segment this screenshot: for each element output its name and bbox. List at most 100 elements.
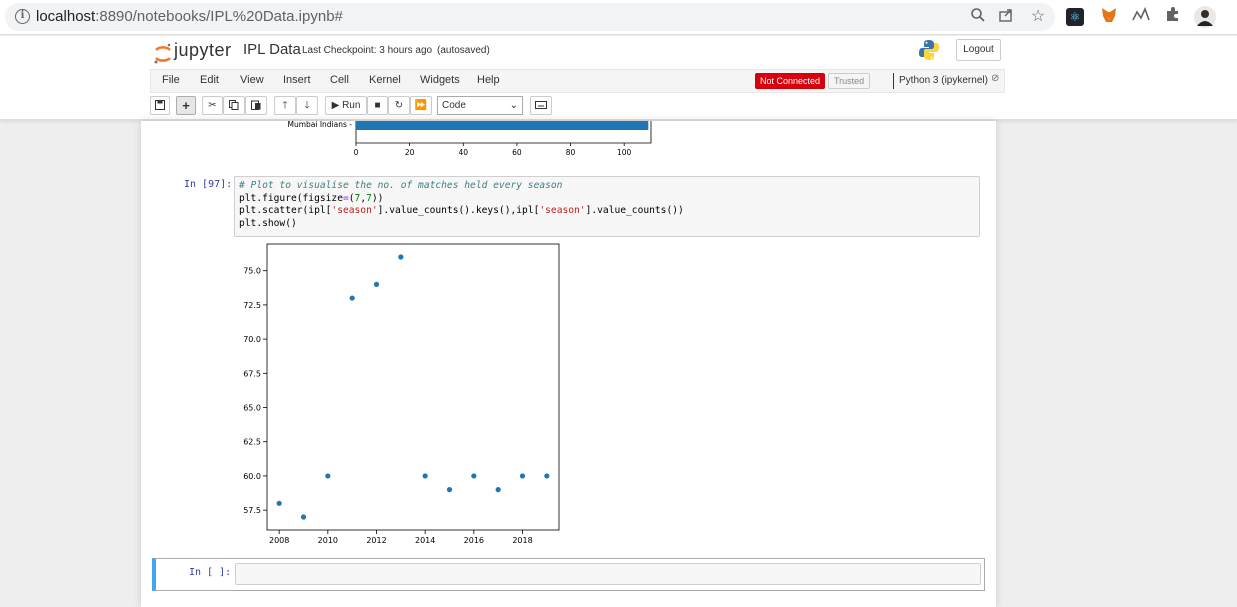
menu-edit[interactable]: Edit: [200, 74, 219, 86]
code-cell-input[interactable]: # Plot to visualise the no. of matches h…: [234, 176, 980, 237]
cell-type-value: Code: [442, 100, 466, 111]
run-label: Run: [342, 100, 361, 111]
cell-type-select[interactable]: Code ⌄: [437, 96, 523, 115]
play-icon: ▶: [331, 100, 340, 111]
autosave-status: (autosaved): [437, 45, 490, 56]
y-tick-label: 60.0: [243, 472, 261, 481]
x-tick-label: 2016: [464, 536, 484, 545]
plot-area: [266, 243, 560, 531]
notebook-container[interactable]: Mumbai Indians - 0 20 40 60 80 100 In [97]: # …: [141, 121, 996, 607]
interrupt-button[interactable]: ■: [367, 96, 388, 115]
scatter-point: [325, 473, 331, 479]
arrow-down-icon: 🡓: [304, 100, 310, 111]
command-palette-button[interactable]: [530, 96, 552, 115]
cut-button[interactable]: ✂: [202, 96, 223, 115]
y-tick-label: 65.0: [243, 404, 261, 413]
prev-chart-category-label: Mumbai Indians -: [287, 121, 352, 129]
browser-toolbar: i localhost:8890/notebooks/IPL%20Data.ip…: [0, 0, 1237, 35]
menu-cell[interactable]: Cell: [330, 74, 349, 86]
y-tick-label: 72.5: [243, 301, 261, 310]
jupyter-logo[interactable]: [153, 41, 173, 67]
cell-prompt: In [97]:: [184, 179, 233, 190]
notebook-name[interactable]: IPL Data: [243, 41, 301, 58]
kernel-disconnected-icon: ⊘: [991, 73, 1000, 84]
menu-file[interactable]: File: [162, 74, 180, 86]
site-info-icon[interactable]: i: [15, 9, 30, 24]
jupyter-header: jupyter IPL Data Last Checkpoint: 3 hour…: [0, 36, 1237, 120]
empty-cell[interactable]: In [ ]:: [152, 558, 985, 591]
x-tick-label: 2008: [269, 536, 289, 545]
logout-button[interactable]: Logout: [956, 39, 1001, 61]
menu-bar: File Edit View Insert Cell Kernel Widget…: [150, 69, 1005, 93]
y-tick-label: 62.5: [243, 438, 261, 447]
scatter-point: [471, 473, 477, 479]
scatter-point: [495, 487, 501, 493]
address-bar[interactable]: i localhost:8890/notebooks/IPL%20Data.ip…: [5, 3, 1055, 31]
prev-chart-x-tick-label: 20: [405, 148, 415, 157]
x-tick-label: 2012: [366, 536, 386, 545]
paste-icon: [251, 100, 261, 110]
connection-status-badge[interactable]: Not Connected: [755, 73, 826, 89]
keyboard-icon: [535, 101, 547, 109]
scatter-point: [519, 473, 526, 479]
empty-cell-prompt: In [ ]:: [189, 567, 232, 578]
prev-chart-x-tick-label: 80: [566, 148, 576, 157]
stop-icon: ■: [374, 100, 381, 111]
copy-icon: [229, 100, 239, 110]
restart-button[interactable]: ↻: [388, 96, 410, 115]
share-icon[interactable]: [996, 7, 1016, 27]
code-line-show: plt.show(): [239, 217, 297, 229]
move-up-button[interactable]: 🡑: [274, 96, 296, 115]
menu-view[interactable]: View: [240, 74, 264, 86]
fast-forward-icon: ⏩: [414, 100, 428, 111]
restart-icon: ↻: [394, 100, 404, 111]
code-line-figure: plt.figure(figsize=(7,7)): [239, 192, 384, 204]
menu-kernel[interactable]: Kernel: [369, 74, 401, 86]
prev-chart-x-tick-label: 60: [512, 148, 522, 157]
kernel-name: Python 3 (ipykernel): [893, 73, 988, 89]
extensions-puzzle-icon[interactable]: [1162, 6, 1184, 28]
insert-cell-button[interactable]: +: [176, 96, 196, 115]
profile-avatar[interactable]: [1194, 6, 1216, 28]
copy-button[interactable]: [223, 96, 245, 115]
move-down-button[interactable]: 🡓: [296, 96, 318, 115]
prev-chart-bar: [356, 121, 649, 130]
url-text[interactable]: localhost:8890/notebooks/IPL%20Data.ipyn…: [36, 8, 343, 25]
x-tick-label: 2010: [318, 536, 338, 545]
python-logo-icon: [918, 39, 940, 66]
chevron-down-icon: ⌄: [509, 100, 518, 111]
trusted-badge[interactable]: Trusted: [828, 73, 871, 89]
bookmark-star-icon[interactable]: ☆: [1030, 8, 1046, 25]
scatter-point: [373, 281, 380, 287]
x-tick-label: 2018: [512, 536, 532, 545]
y-tick-label: 67.5: [243, 369, 261, 378]
prev-chart-x-tick-label: 100: [617, 148, 632, 157]
analytics-icon[interactable]: [1130, 6, 1152, 28]
run-button[interactable]: ▶ Run: [325, 96, 367, 115]
empty-cell-input[interactable]: [235, 563, 981, 585]
menu-help[interactable]: Help: [477, 74, 500, 86]
scatter-point: [544, 473, 550, 479]
save-button[interactable]: [150, 96, 170, 115]
restart-run-all-button[interactable]: ⏩: [410, 96, 432, 115]
zoom-icon[interactable]: [968, 7, 988, 27]
prev-chart-x-tick-label: 40: [458, 148, 468, 157]
react-devtools-icon[interactable]: ⚛: [1066, 8, 1084, 26]
y-tick-label: 75.0: [243, 267, 261, 276]
paste-button[interactable]: [245, 96, 267, 115]
code-line-scatter: plt.scatter(ipl['season'].value_counts()…: [239, 205, 684, 217]
plus-icon: +: [182, 98, 190, 113]
previous-bar-chart: Mumbai Indians - 0 20 40 60 80 100: [287, 121, 652, 157]
checkpoint-status: Last Checkpoint: 3 hours ago: [302, 45, 433, 56]
menu-widgets[interactable]: Widgets: [420, 74, 460, 86]
prev-chart-frame: [355, 121, 652, 144]
arrow-up-icon: 🡑: [282, 100, 288, 111]
scatter-point: [349, 295, 355, 301]
prev-chart-x-tick-label: 0: [354, 148, 359, 157]
scissors-icon: ✂: [208, 100, 217, 111]
code-line-comment: # Plot to visualise the no. of matches h…: [239, 180, 563, 191]
save-icon: [155, 100, 165, 110]
menu-insert[interactable]: Insert: [283, 74, 311, 86]
metamask-fox-icon[interactable]: [1098, 6, 1120, 28]
scatter-plot: 57.5 60.0 62.5 65.0 67.5 70.0 72.5 75.0 2008 201…: [243, 243, 560, 545]
